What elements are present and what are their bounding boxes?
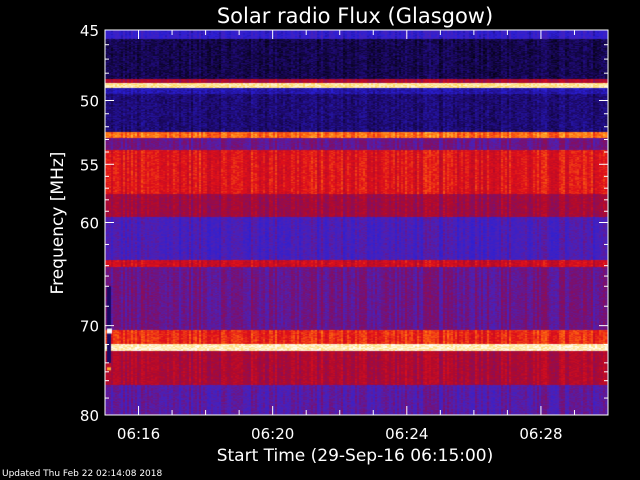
x-axis-label: Start Time (29-Sep-16 06:15:00) xyxy=(217,446,494,466)
x-tick-label: 06:20 xyxy=(251,425,294,443)
y-tick-label: 55 xyxy=(80,156,99,174)
x-tick-label: 06:28 xyxy=(519,425,562,443)
y-axis: 45 50 55 60 70 80 xyxy=(80,22,608,425)
plot-area xyxy=(104,29,609,416)
y-tick-label: 50 xyxy=(80,93,99,111)
y-tick-label: 70 xyxy=(80,318,99,336)
heatmap-image xyxy=(105,30,608,415)
updated-timestamp: Updated Thu Feb 22 02:14:08 2018 xyxy=(2,469,163,479)
x-tick-label: 06:16 xyxy=(117,425,160,443)
x-tick-label: 06:24 xyxy=(385,425,428,443)
y-tick-label: 80 xyxy=(80,407,99,425)
chart-title: Solar radio Flux (Glasgow) xyxy=(217,4,493,28)
y-tick-label: 45 xyxy=(80,22,99,40)
x-axis: 06:16 06:20 06:24 06:28 xyxy=(104,30,609,443)
y-tick-label: 60 xyxy=(80,215,99,233)
y-axis-label: Frequency [MHz] xyxy=(48,152,68,295)
